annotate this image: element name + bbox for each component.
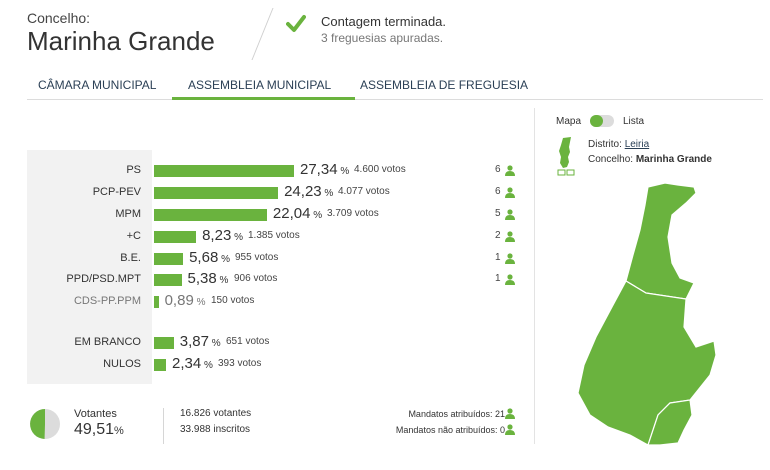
result-row: PPD/PSD.MPT 5,38 % 906 votos 1 [27, 270, 527, 287]
result-percentage: 2,34 % [172, 355, 213, 372]
result-bar [154, 296, 159, 308]
result-row: +C 8,23 % 1.385 votos 2 [27, 227, 527, 244]
party-name: B.E. [120, 252, 141, 264]
tab-camara-municipal[interactable]: CÂMARA MUNICIPAL [38, 78, 157, 92]
header-divider [251, 8, 274, 60]
person-icon [505, 209, 515, 220]
seats-count: 2 [495, 230, 501, 241]
result-bar [154, 337, 174, 349]
result-row: CDS-PP.PPM 0,89 % 150 votos [27, 292, 527, 309]
result-votes: 150 votos [211, 295, 255, 306]
result-bar [154, 209, 267, 221]
party-name: MPM [115, 208, 141, 220]
results-label-background [27, 150, 152, 384]
registered-count: 33.988 inscritos [180, 424, 251, 435]
party-name: +C [126, 230, 141, 242]
result-votes: 4.600 votos [354, 164, 406, 175]
result-percentage: 22,04 % [272, 205, 323, 222]
person-icon [505, 274, 515, 285]
check-icon [286, 15, 306, 32]
map-view-label: Mapa [556, 116, 582, 127]
page-title: Marinha Grande [27, 26, 215, 56]
concelho-label: Concelho: [27, 10, 91, 26]
result-percentage: 8,23 % [202, 227, 243, 244]
panel-divider [534, 108, 535, 444]
result-row: MPM 22,04 % 3.709 votos 5 [27, 205, 527, 222]
person-icon [505, 424, 515, 435]
parish-north[interactable] [625, 182, 697, 300]
voters-label: Votantes [74, 408, 117, 420]
party-name: CDS-PP.PPM [73, 295, 141, 307]
bottom-divider [163, 408, 164, 444]
mandates-assigned: Mandatos atribuídos: 21 [408, 409, 505, 419]
result-votes: 1.385 votos [248, 230, 300, 241]
result-percentage: 0,89 % [164, 292, 206, 309]
result-percentage: 3,87 % [179, 333, 221, 350]
pie-slice [30, 409, 45, 439]
seats-count: 1 [495, 273, 501, 284]
mandates-unassigned: Mandatos não atribuídos: 0 [395, 425, 505, 435]
voters-count: 16.826 votantes [180, 408, 252, 419]
result-bar [154, 359, 166, 371]
parish-south[interactable] [647, 399, 693, 446]
result-votes: 4.077 votos [338, 186, 390, 197]
party-name: EM BRANCO [74, 336, 141, 348]
portugal-map-icon[interactable] [557, 137, 581, 177]
seats-count: 6 [495, 164, 501, 175]
result-row: B.E. 5,68 % 955 votos 1 [27, 249, 527, 266]
tabs-bar: CÂMARA MUNICIPAL ASSEMBLEIA MUNICIPAL AS… [27, 72, 763, 100]
voters-percentage: 49,51% [74, 421, 124, 438]
result-row: NULOS 2,34 % 393 votos [27, 355, 527, 372]
tab-active-indicator [172, 97, 355, 100]
result-percentage: 5,68 % [189, 249, 230, 266]
result-bar [154, 187, 279, 199]
municipality-map[interactable] [560, 175, 765, 450]
result-votes: 955 votos [235, 252, 279, 263]
result-row: PCP-PEV 24,23 % 4.077 votos 6 [27, 183, 527, 200]
result-bar [154, 231, 197, 243]
tab-assembleia-freguesia[interactable]: ASSEMBLEIA DE FREGUESIA [360, 78, 529, 92]
result-bar [154, 253, 184, 265]
party-name: NULOS [103, 358, 141, 370]
toggle-knob [590, 115, 603, 127]
person-icon [505, 253, 515, 264]
result-bar [154, 165, 294, 177]
count-status: Contagem terminada. [321, 14, 447, 29]
party-name: PCP-PEV [92, 186, 141, 198]
district-link[interactable]: Leiria [624, 139, 650, 150]
result-votes: 3.709 votos [327, 208, 379, 219]
map-list-toggle[interactable] [590, 115, 614, 127]
result-votes: 651 votos [226, 336, 270, 347]
result-percentage: 27,34 % [300, 161, 350, 178]
result-percentage: 5,38 % [187, 270, 229, 287]
parish-central[interactable] [577, 280, 717, 446]
result-row: EM BRANCO 3,87 % 651 votos [27, 333, 527, 350]
seats-count: 6 [495, 186, 501, 197]
party-name: PS [126, 164, 141, 176]
tab-assembleia-municipal[interactable]: ASSEMBLEIA MUNICIPAL [188, 78, 332, 92]
person-icon [505, 231, 515, 242]
district-info: Distrito: Leiria [588, 139, 650, 150]
list-view-label: Lista [623, 116, 645, 127]
seats-count: 1 [495, 252, 501, 263]
person-icon [505, 165, 515, 176]
result-votes: 393 votos [218, 358, 262, 369]
result-votes: 906 votos [234, 273, 278, 284]
concelho-info: Concelho: Marinha Grande [588, 154, 712, 165]
person-icon [505, 187, 515, 198]
turnout-pie-icon [30, 409, 60, 439]
result-row: PS 27,34 % 4.600 votos 6 [27, 161, 527, 178]
result-bar [154, 274, 182, 286]
party-name: PPD/PSD.MPT [66, 273, 141, 285]
result-percentage: 24,23 % [284, 183, 334, 200]
person-icon [505, 408, 515, 419]
parishes-status: 3 freguesias apuradas. [321, 31, 444, 45]
seats-count: 5 [495, 208, 501, 219]
